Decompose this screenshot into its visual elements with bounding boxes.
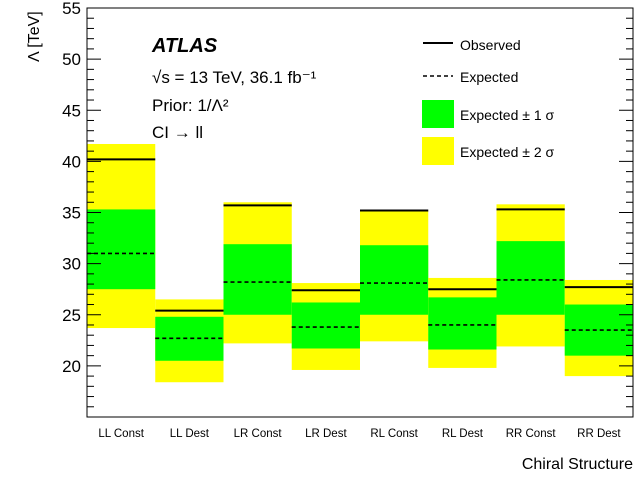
y-tick-label: 35 (62, 204, 81, 223)
x-tick-label: RR Dest (577, 428, 621, 440)
y-tick-label: 30 (62, 255, 81, 274)
y-tick-label: 55 (62, 0, 81, 18)
band-1sigma-ll-const (87, 209, 156, 290)
legend-1sigma-swatch (422, 100, 454, 128)
band-1sigma-rl-dest (428, 297, 497, 350)
legend-observed-label: Observed (460, 37, 521, 53)
band-1sigma-lr-dest (291, 302, 360, 349)
experiment-label: ATLAS (151, 35, 218, 57)
band-1sigma-rl-const (360, 245, 429, 315)
legend-expected-label: Expected (460, 69, 518, 85)
bands-layer (87, 143, 633, 383)
y-axis-ticks: 20 25 30 35 40 45 50 55 (62, 0, 633, 418)
y-tick-label: 50 (62, 50, 81, 69)
y-tick-label: 40 (62, 152, 81, 171)
x-tick-label: LL Dest (170, 428, 210, 440)
band-1sigma-rr-const (496, 241, 565, 315)
x-tick-label: LR Const (234, 428, 283, 440)
legend-2sigma-swatch (422, 137, 454, 165)
x-tick-label: RL Const (370, 428, 418, 440)
x-axis-title: Chiral Structure (522, 456, 633, 473)
x-tick-label: LR Dest (305, 428, 347, 440)
lines-layer (87, 158, 633, 340)
y-tick-label: 25 (62, 306, 81, 325)
x-tick-label: RL Dest (442, 428, 484, 440)
legend-2sigma-label: Expected ± 2 σ (460, 144, 555, 160)
y-tick-label: 45 (62, 101, 81, 120)
x-axis-category-labels: LL Const LL Dest LR Const LR Dest RL Const RL… (98, 428, 621, 440)
process-label: CI → ll (152, 123, 203, 142)
band-1sigma-lr-const (223, 244, 292, 315)
prior-label: Prior: 1/Λ² (152, 96, 229, 115)
energy-lumi-label: √s = 13 TeV, 36.1 fb⁻¹ (152, 68, 317, 87)
legend-1sigma-label: Expected ± 1 σ (460, 107, 555, 123)
y-tick-label: 20 (62, 357, 81, 376)
y-axis-title: Λ [TeV] (26, 11, 43, 62)
x-tick-label: LL Const (98, 428, 144, 440)
legend: Observed Expected Expected ± 1 σ Expecte… (422, 37, 555, 165)
x-tick-label: RR Const (506, 428, 557, 440)
